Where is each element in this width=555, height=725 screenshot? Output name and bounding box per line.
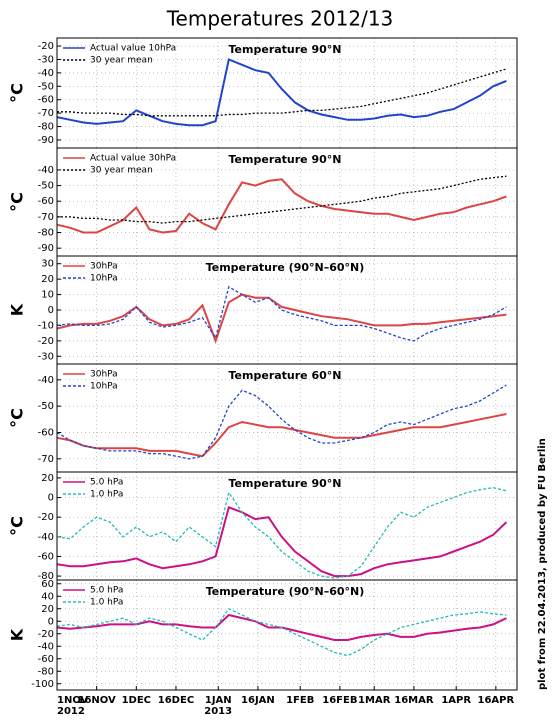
y-tick-label: -100 [31, 679, 54, 690]
y-tick-label: -10 [38, 320, 54, 331]
y-tick-label: -60 [38, 427, 54, 438]
legend-label: 1.0 hPa [90, 490, 123, 500]
y-tick-label: -20 [38, 41, 54, 52]
y-tick-label: -40 [38, 375, 54, 386]
legend-label: 30hPa [90, 370, 118, 380]
y-tick-label: -80 [38, 228, 54, 239]
y-tick-label: 20 [41, 274, 54, 285]
y-tick-label: -60 [38, 654, 54, 665]
y-tick-label: -90 [38, 243, 54, 254]
y-tick-label: -20 [38, 629, 54, 640]
legend-label: 10hPa [90, 382, 118, 392]
legend-label: 30 year mean [90, 166, 153, 176]
y-tick-label: -80 [38, 666, 54, 677]
series-line [56, 505, 508, 578]
x-tick-label: 1JAN [205, 695, 232, 706]
x-tick-label: 16NOV [78, 695, 117, 706]
x-year-label: 2012 [57, 706, 85, 717]
legend-label: 30hPa [90, 262, 118, 272]
x-tick-label: 16FEB [322, 695, 357, 706]
x-tick-label: 1MAR [358, 695, 391, 706]
x-tick-label: 16JAN [241, 695, 275, 706]
y-tick-label: 20 [41, 473, 54, 484]
panel-title: Temperature 90°N [229, 477, 342, 490]
x-tick-label: 16DEC [158, 695, 194, 706]
page-title: Temperatures 2012/13 [166, 7, 394, 31]
y-tick-label: 40 [41, 591, 54, 602]
y-tick-label: 0 [48, 493, 54, 504]
series-line [56, 607, 507, 657]
y-tick-label: -40 [38, 641, 54, 652]
y-tick-label: 30 [41, 259, 54, 270]
y-tick-label: 0 [48, 616, 54, 627]
y-axis-label: K [8, 303, 27, 316]
y-tick-label: -50 [38, 181, 54, 192]
panel-title: Temperature (90°N–60°N) [206, 261, 365, 274]
y-tick-label: 10 [41, 290, 54, 301]
y-axis-label: °C [8, 83, 27, 103]
panel-title: Temperature (90°N–60°N) [206, 585, 365, 598]
series-line [56, 384, 507, 460]
y-tick-label: -40 [38, 532, 54, 543]
y-tick-label: -70 [38, 108, 54, 119]
panel-title: Temperature 90°N [229, 153, 342, 166]
x-tick-label: 1NOV [57, 695, 89, 706]
y-tick-label: -60 [38, 196, 54, 207]
y-tick-label: -80 [38, 122, 54, 133]
series-line [56, 487, 507, 579]
y-tick-label: -60 [38, 551, 54, 562]
series-line [56, 293, 507, 344]
y-tick-label: -90 [38, 135, 54, 146]
x-tick-label: 1DEC [122, 695, 151, 706]
panel-frame [56, 579, 518, 691]
legend-label: 5.0 hPa [90, 478, 123, 488]
y-tick-label: -50 [38, 401, 54, 412]
panel-title: Temperature 90°N [229, 43, 342, 56]
series-line [56, 58, 507, 127]
y-tick-label: -70 [38, 212, 54, 223]
y-tick-label: -40 [38, 165, 54, 176]
y-tick-label: -60 [38, 95, 54, 106]
y-tick-label: 0 [48, 305, 54, 316]
y-tick-label: -20 [38, 512, 54, 523]
series-line [56, 178, 507, 234]
legend-label: 5.0 hPa [90, 586, 123, 596]
y-axis-label: K [8, 628, 27, 641]
panel-title: Temperature 60°N [229, 369, 342, 382]
y-tick-label: -30 [38, 351, 54, 362]
series-line [57, 68, 507, 117]
series-line [57, 175, 507, 224]
y-axis-label: °C [8, 192, 27, 212]
legend-label: 10hPa [90, 274, 118, 284]
series-line [56, 413, 507, 458]
legend-label: Actual value 30hPa [90, 154, 176, 164]
y-axis-label: °C [8, 408, 27, 428]
y-tick-label: -20 [38, 336, 54, 347]
legend-label: 30 year mean [90, 56, 153, 66]
x-tick-label: 16MAR [394, 695, 434, 706]
series-line [56, 285, 507, 342]
x-year-label: 2013 [204, 706, 232, 717]
y-axis-label: °C [8, 516, 27, 536]
y-tick-label: -80 [38, 571, 54, 582]
y-tick-label: 60 [41, 579, 54, 590]
y-tick-label: -50 [38, 81, 54, 92]
credit: plot from 22.04.2013, produced by FU Ber… [537, 438, 548, 690]
x-tick-label: 16APR [478, 695, 515, 706]
x-tick-label: 1APR [441, 695, 471, 706]
x-tick-label: 1FEB [286, 695, 314, 706]
y-tick-label: -70 [38, 454, 54, 465]
y-tick-label: -40 [38, 68, 54, 79]
legend-label: 1.0 hPa [90, 598, 123, 608]
y-tick-label: -30 [38, 54, 54, 65]
legend-label: Actual value 10hPa [90, 44, 176, 54]
y-tick-label: 20 [41, 604, 54, 615]
